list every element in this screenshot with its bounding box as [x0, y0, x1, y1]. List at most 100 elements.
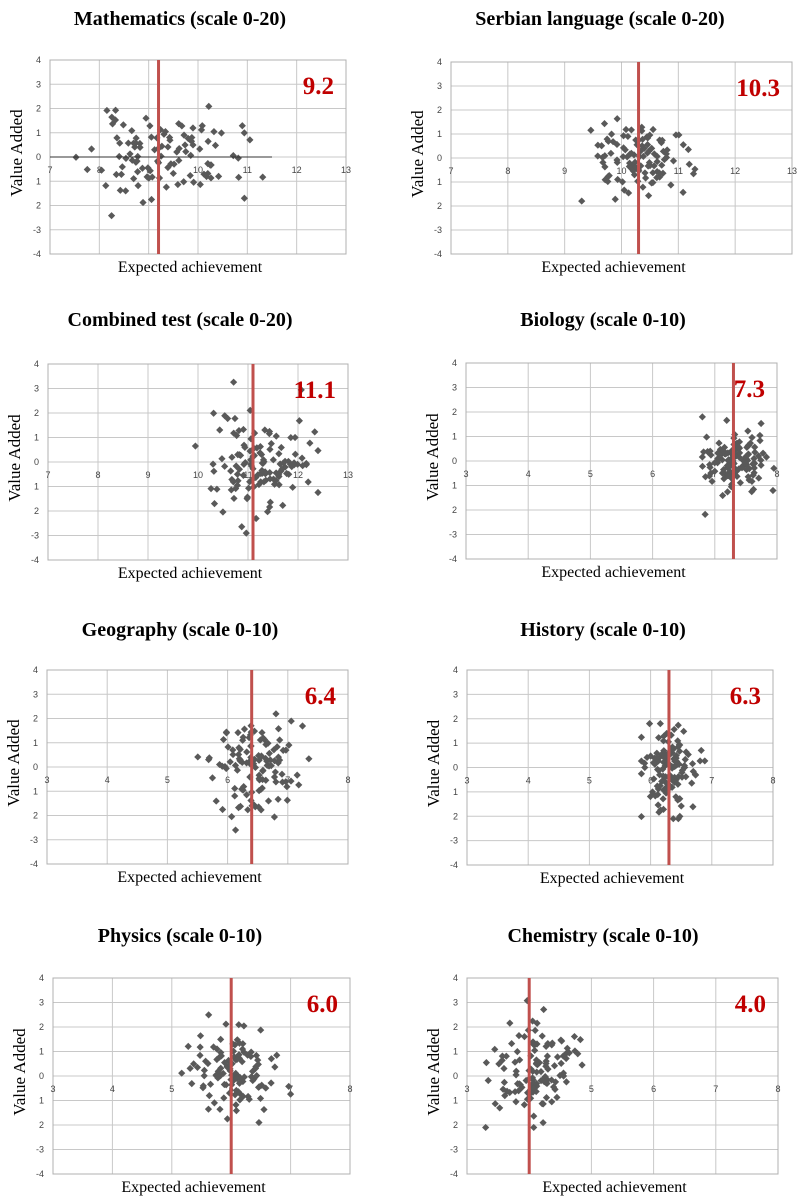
- data-point: [147, 195, 156, 204]
- data-point: [180, 178, 188, 186]
- data-point: [688, 779, 696, 787]
- chart-title: Physics (scale 0-10): [98, 925, 262, 947]
- x-tick-label: 6: [650, 469, 655, 479]
- x-tick-label: 7: [47, 165, 52, 175]
- reference-value-annotation: 6.3: [730, 683, 761, 710]
- y-tick-label: -4: [31, 555, 39, 565]
- data-point: [698, 462, 707, 470]
- data-point: [272, 778, 280, 786]
- data-point: [281, 463, 289, 471]
- data-point: [167, 160, 175, 168]
- data-point: [200, 170, 208, 178]
- x-tick-label: 11: [674, 166, 683, 176]
- data-point: [495, 1060, 503, 1068]
- data-point: [530, 1041, 538, 1049]
- data-point: [234, 804, 243, 812]
- data-point: [757, 461, 765, 469]
- data-point: [108, 120, 117, 128]
- data-point: [138, 164, 147, 172]
- y-tick-label: 3: [39, 998, 44, 1008]
- data-point: [735, 449, 744, 457]
- data-point: [680, 727, 688, 735]
- data-point: [196, 1051, 204, 1059]
- data-point: [668, 743, 677, 751]
- data-point: [111, 106, 120, 114]
- data-point: [611, 195, 619, 203]
- data-point: [647, 179, 656, 187]
- data-point: [691, 770, 699, 779]
- data-point: [689, 803, 697, 811]
- y-tick-label: 2: [39, 1022, 44, 1032]
- y-tick-label: 2: [39, 1120, 44, 1130]
- data-point: [734, 443, 743, 451]
- data-point: [274, 795, 282, 803]
- data-point: [254, 1083, 263, 1091]
- plot-area: [465, 362, 778, 560]
- y-tick-label: -3: [30, 835, 38, 845]
- x-tick-label: 12: [293, 470, 303, 480]
- data-point: [189, 141, 197, 149]
- data-point: [145, 174, 153, 182]
- data-point: [556, 1071, 564, 1080]
- chart-panel-2: Serbian language (scale 0-20)4321012-3-4…: [408, 8, 797, 276]
- data-point: [231, 792, 239, 800]
- y-tick-label: 2: [36, 201, 41, 211]
- data-point: [251, 803, 259, 811]
- data-point: [639, 183, 647, 191]
- data-point: [661, 762, 669, 770]
- data-point: [500, 1064, 508, 1073]
- data-point: [539, 1119, 547, 1127]
- data-point: [205, 1011, 213, 1019]
- data-point: [238, 523, 246, 531]
- data-point: [770, 464, 778, 472]
- data-point: [749, 485, 758, 493]
- data-point: [663, 786, 671, 794]
- y-tick-label: 3: [33, 689, 38, 699]
- data-point: [711, 467, 719, 475]
- y-tick-label: -4: [30, 859, 38, 869]
- data-point: [661, 752, 669, 761]
- data-point: [210, 409, 218, 417]
- data-point: [553, 1053, 562, 1061]
- data-point: [186, 1064, 194, 1073]
- data-point: [243, 493, 252, 501]
- data-point: [532, 1059, 540, 1067]
- x-tick-label: 10: [193, 165, 203, 175]
- data-point: [496, 1104, 504, 1112]
- data-point: [240, 194, 248, 202]
- data-point: [87, 145, 96, 153]
- data-point: [209, 460, 217, 468]
- data-point: [271, 1063, 279, 1071]
- data-point: [685, 160, 693, 168]
- y-axis-label: Value Added: [5, 414, 24, 502]
- data-point: [515, 1087, 523, 1095]
- data-point: [266, 756, 274, 764]
- data-point: [222, 1020, 230, 1028]
- data-point: [266, 468, 274, 477]
- data-point: [679, 141, 687, 149]
- data-point: [267, 439, 275, 448]
- data-point: [210, 1099, 218, 1107]
- data-point: [136, 143, 144, 152]
- data-point: [214, 1067, 222, 1075]
- y-tick-label: 1: [34, 482, 39, 492]
- data-point: [220, 1094, 228, 1102]
- data-point: [197, 126, 206, 134]
- data-point: [180, 131, 188, 139]
- data-point: [246, 136, 254, 144]
- data-point: [653, 782, 661, 790]
- data-point: [516, 1056, 524, 1064]
- data-point: [233, 766, 241, 774]
- data-point: [748, 487, 756, 496]
- x-tick-label: 6: [648, 776, 653, 786]
- data-point: [651, 792, 659, 800]
- data-point: [267, 1055, 275, 1063]
- data-point: [272, 710, 280, 718]
- data-point: [132, 134, 140, 142]
- data-point: [570, 1032, 579, 1041]
- data-point: [719, 465, 728, 474]
- data-point: [714, 449, 722, 457]
- data-point: [751, 448, 759, 456]
- data-point: [735, 465, 743, 473]
- data-point: [260, 1105, 268, 1114]
